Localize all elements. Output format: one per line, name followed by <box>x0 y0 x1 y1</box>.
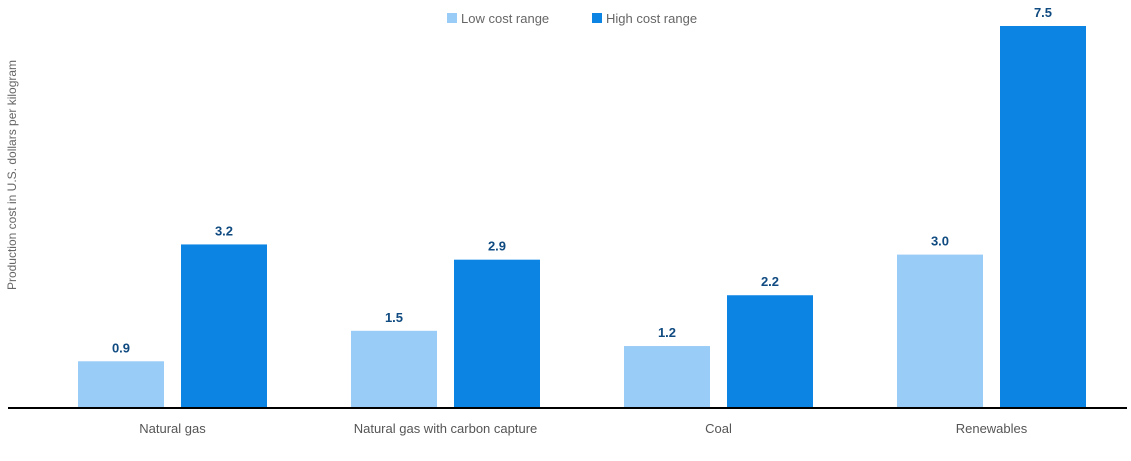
bar-low-cost-natural-gas-with-carbon-capture <box>351 330 437 407</box>
value-label-high-cost-coal: 2.2 <box>761 274 779 289</box>
value-label-high-cost-renewables: 7.5 <box>1034 5 1052 20</box>
bar-high-cost-natural-gas-with-carbon-capture <box>454 259 540 407</box>
category-labels-group: Natural gas Natural gas with carbon captu… <box>139 421 1028 436</box>
bar-low-cost-natural-gas <box>78 361 164 407</box>
value-label-low-cost-coal: 1.2 <box>658 325 676 340</box>
bar-low-cost-coal <box>624 346 710 407</box>
category-label-natural-gas-with-carbon-capture: Natural gas with carbon capture <box>354 421 538 436</box>
category-label-renewables: Renewables <box>956 421 1028 436</box>
legend-label-low-cost: Low cost range <box>461 11 549 26</box>
value-label-low-cost-renewables: 3.0 <box>931 234 949 249</box>
value-label-high-cost-natural-gas: 3.2 <box>215 223 233 238</box>
value-labels-group: 0.9 3.2 1.5 2.9 1.2 2.2 3.0 7.5 <box>112 5 1052 355</box>
bar-high-cost-renewables <box>1000 26 1086 407</box>
legend-swatch-high-cost <box>592 13 602 23</box>
bars-group <box>78 26 1086 407</box>
bar-high-cost-coal <box>727 295 813 407</box>
legend-swatch-low-cost <box>447 13 457 23</box>
bar-high-cost-natural-gas <box>181 244 267 407</box>
category-label-coal: Coal <box>705 421 732 436</box>
legend: Low cost range High cost range <box>447 11 697 26</box>
legend-label-high-cost: High cost range <box>606 11 697 26</box>
category-label-natural-gas: Natural gas <box>139 421 206 436</box>
value-label-low-cost-natural-gas-with-carbon-capture: 1.5 <box>385 310 403 325</box>
y-axis-title: Production cost in U.S. dollars per kilo… <box>5 60 19 290</box>
value-label-low-cost-natural-gas: 0.9 <box>112 340 130 355</box>
bar-low-cost-renewables <box>897 254 983 407</box>
value-label-high-cost-natural-gas-with-carbon-capture: 2.9 <box>488 239 506 254</box>
